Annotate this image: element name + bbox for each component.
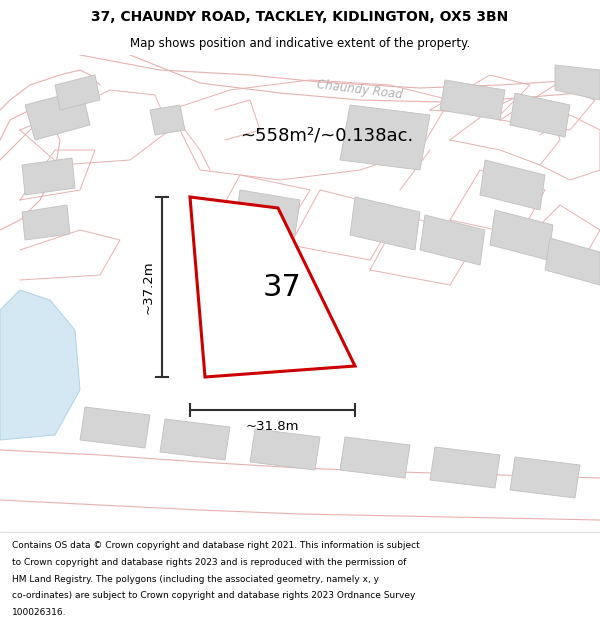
Text: co-ordinates) are subject to Crown copyright and database rights 2023 Ordnance S: co-ordinates) are subject to Crown copyr… bbox=[12, 591, 415, 600]
Polygon shape bbox=[510, 93, 570, 137]
Polygon shape bbox=[350, 197, 420, 250]
Text: ~37.2m: ~37.2m bbox=[142, 260, 155, 314]
Polygon shape bbox=[160, 419, 230, 460]
Polygon shape bbox=[430, 447, 500, 488]
Polygon shape bbox=[150, 105, 185, 135]
Text: 37, CHAUNDY ROAD, TACKLEY, KIDLINGTON, OX5 3BN: 37, CHAUNDY ROAD, TACKLEY, KIDLINGTON, O… bbox=[91, 10, 509, 24]
Text: HM Land Registry. The polygons (including the associated geometry, namely x, y: HM Land Registry. The polygons (includin… bbox=[12, 574, 379, 584]
Polygon shape bbox=[25, 90, 90, 140]
Polygon shape bbox=[555, 65, 600, 100]
Polygon shape bbox=[0, 290, 80, 440]
Polygon shape bbox=[340, 437, 410, 478]
Polygon shape bbox=[55, 75, 100, 110]
Polygon shape bbox=[80, 407, 150, 448]
Text: to Crown copyright and database rights 2023 and is reproduced with the permissio: to Crown copyright and database rights 2… bbox=[12, 558, 406, 567]
Polygon shape bbox=[510, 457, 580, 498]
Polygon shape bbox=[490, 210, 553, 260]
Polygon shape bbox=[440, 80, 505, 120]
Text: Map shows position and indicative extent of the property.: Map shows position and indicative extent… bbox=[130, 38, 470, 51]
Polygon shape bbox=[340, 105, 430, 170]
Text: 100026316.: 100026316. bbox=[12, 608, 67, 617]
Polygon shape bbox=[545, 238, 600, 285]
Text: 37: 37 bbox=[263, 272, 301, 301]
Polygon shape bbox=[250, 429, 320, 470]
Polygon shape bbox=[480, 160, 545, 210]
Text: ~558m²/~0.138ac.: ~558m²/~0.138ac. bbox=[240, 126, 413, 144]
Text: ~31.8m: ~31.8m bbox=[246, 419, 299, 432]
Text: Contains OS data © Crown copyright and database right 2021. This information is : Contains OS data © Crown copyright and d… bbox=[12, 541, 420, 551]
Text: Chaundy Road: Chaundy Road bbox=[316, 78, 404, 102]
Polygon shape bbox=[235, 190, 300, 235]
Polygon shape bbox=[22, 205, 70, 240]
Polygon shape bbox=[420, 215, 485, 265]
Polygon shape bbox=[22, 158, 75, 195]
Polygon shape bbox=[190, 197, 355, 377]
